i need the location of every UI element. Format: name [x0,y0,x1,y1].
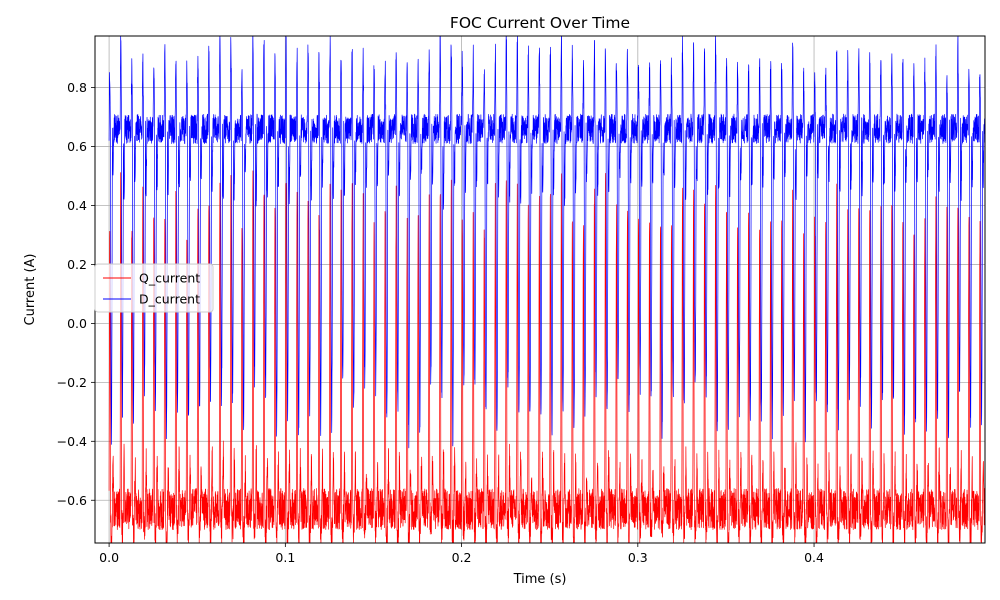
y-axis-label: Current (A) [23,254,38,326]
x-tick-label: 0.2 [452,550,472,565]
y-tick-label: 0.4 [67,198,87,213]
y-axis-ticks: −0.6 −0.4 −0.2 0.0 0.2 0.4 0.6 0.8 [57,80,95,508]
y-tick-label: 0.6 [67,139,87,154]
y-tick-label: −0.6 [57,493,87,508]
x-tick-label: 0.1 [275,550,295,565]
series-lines [108,35,986,544]
x-axis-ticks: 0.0 0.1 0.2 0.3 0.4 [99,543,824,565]
legend-label-d-current: D_current [139,292,200,307]
series-line-q-current [108,170,986,544]
x-tick-label: 0.4 [804,550,824,565]
y-tick-label: 0.2 [67,257,87,272]
x-tick-label: 0.3 [628,550,648,565]
x-tick-label: 0.0 [99,550,119,565]
chart-title: FOC Current Over Time [450,14,630,32]
x-axis-label: Time (s) [513,572,567,587]
y-tick-label: 0.8 [67,80,87,95]
legend: Q_current D_current [94,263,214,313]
legend-label-q-current: Q_current [139,271,200,286]
y-tick-label: 0.0 [67,316,87,331]
legend-box [94,263,214,313]
series-line-d-current [108,35,986,449]
y-tick-label: −0.2 [57,375,87,390]
y-tick-label: −0.4 [57,434,87,449]
